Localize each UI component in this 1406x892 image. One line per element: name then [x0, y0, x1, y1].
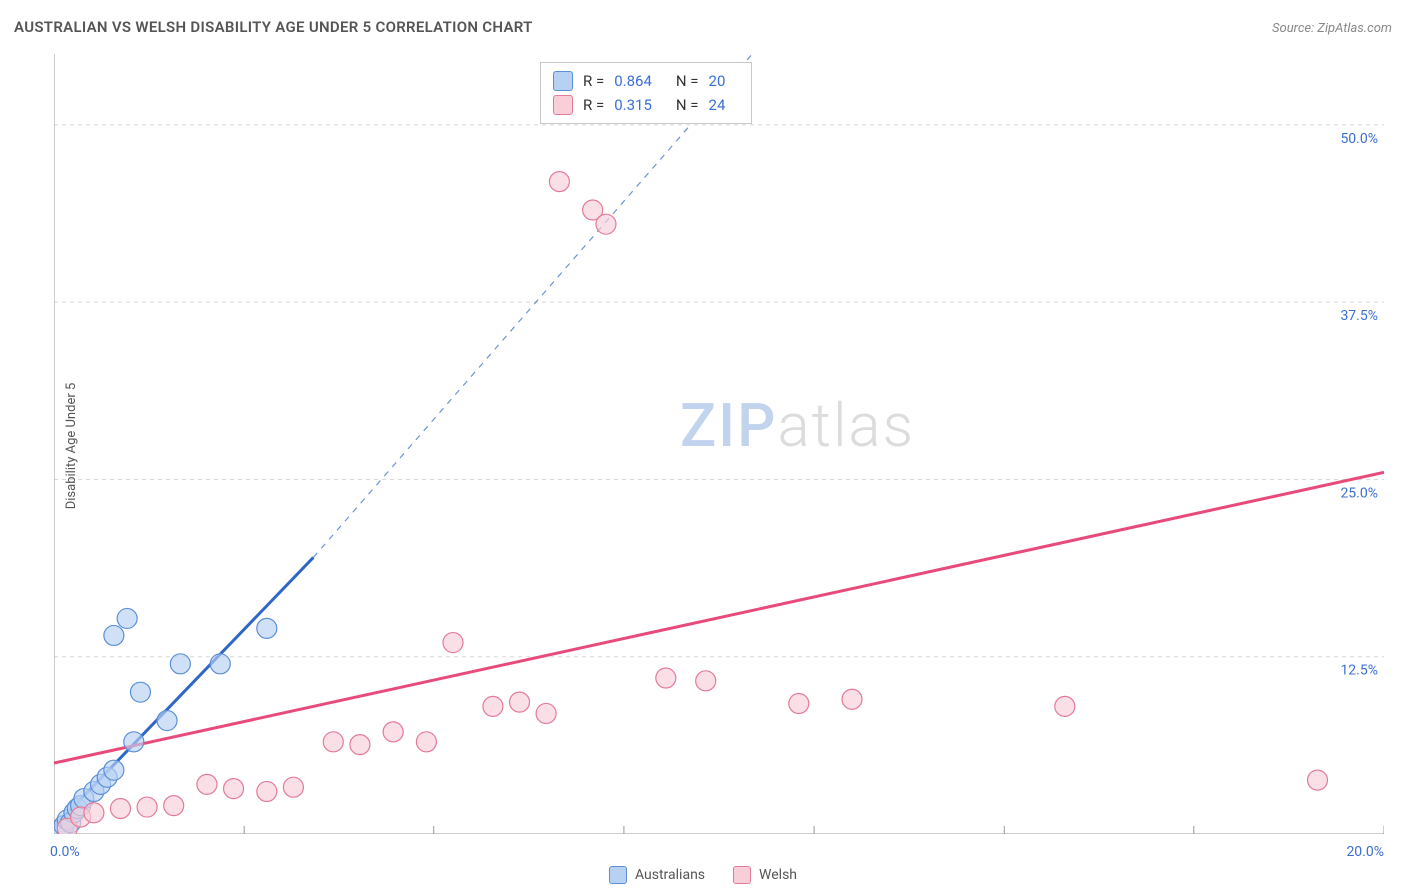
stats-legend-box: R = 0.864 N = 20 R = 0.315 N = 24 [540, 62, 752, 124]
stats-n-value: 20 [709, 72, 726, 90]
stats-n-label: N = [676, 96, 699, 114]
stats-r-label: R = [583, 96, 604, 114]
stats-r-label: R = [583, 72, 604, 90]
legend-item: Australians [609, 866, 705, 884]
svg-text:37.5%: 37.5% [1340, 308, 1378, 324]
svg-text:12.5%: 12.5% [1340, 663, 1378, 679]
chart-title: AUSTRALIAN VS WELSH DISABILITY AGE UNDER… [14, 18, 533, 36]
stats-r-value: 0.315 [614, 96, 652, 114]
legend-label: Welsh [759, 867, 797, 883]
stats-row: R = 0.315 N = 24 [553, 93, 739, 117]
stats-swatch [553, 95, 573, 115]
svg-text:50.0%: 50.0% [1340, 131, 1378, 147]
legend-swatch [733, 866, 751, 884]
stats-n-label: N = [676, 72, 699, 90]
legend-swatch [609, 866, 627, 884]
chart-source: Source: ZipAtlas.com [1272, 21, 1392, 36]
x-axis-min-label: 0.0% [50, 844, 80, 860]
x-axis-max-label: 20.0% [1324, 844, 1384, 860]
legend-item: Welsh [733, 866, 797, 884]
stats-swatch [553, 71, 573, 91]
svg-text:25.0%: 25.0% [1340, 485, 1378, 501]
stats-r-value: 0.864 [614, 72, 652, 90]
scatter-plot: 12.5% 25.0% 37.5% 50.0% [54, 54, 1384, 834]
legend-label: Australians [635, 867, 705, 883]
stats-n-value: 24 [709, 96, 726, 114]
stats-row: R = 0.864 N = 20 [553, 69, 739, 93]
legend-bottom: Australians Welsh [609, 866, 797, 884]
